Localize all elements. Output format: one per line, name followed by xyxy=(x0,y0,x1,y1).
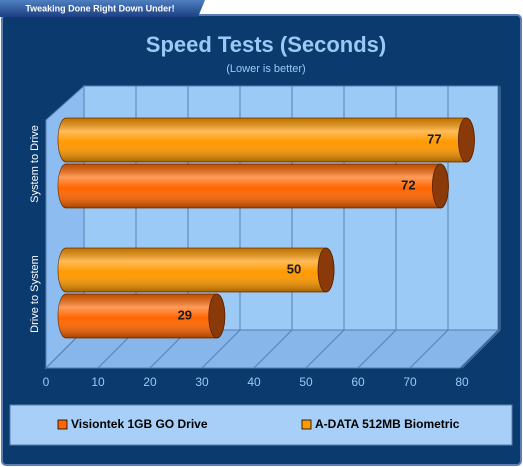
bar-shade xyxy=(58,164,449,208)
banner-tab xyxy=(0,0,205,17)
floor-grid-line xyxy=(461,329,501,369)
value-label: 29 xyxy=(178,307,192,322)
x-tick-label: 0 xyxy=(43,375,50,389)
x-tick-label: 50 xyxy=(299,375,313,389)
bar-shade xyxy=(58,248,334,292)
chart-title: Speed Tests (Seconds) xyxy=(146,32,386,57)
floor-grid-line xyxy=(253,329,293,369)
value-label: 77 xyxy=(427,131,441,146)
bar-cap xyxy=(208,293,226,339)
floor-grid-line xyxy=(305,329,345,369)
value-label: 72 xyxy=(401,177,415,192)
x-tick-label: 10 xyxy=(91,375,105,389)
x-tick-label: 80 xyxy=(455,375,469,389)
bar-shade xyxy=(58,118,475,162)
legend-label: Visiontek 1GB GO Drive xyxy=(71,417,208,431)
floor-grid-line xyxy=(357,329,397,369)
x-tick-label: 30 xyxy=(195,375,209,389)
bar-cap xyxy=(431,163,449,209)
x-tick-label: 20 xyxy=(143,375,157,389)
legend-swatch xyxy=(301,419,312,430)
category-label: System to Drive xyxy=(29,125,41,203)
floor-grid-line xyxy=(201,329,241,369)
x-tick-label: 60 xyxy=(351,375,365,389)
legend-label: A-DATA 512MB Biometric xyxy=(315,417,460,431)
legend-swatch xyxy=(57,419,68,430)
floor-grid-line xyxy=(409,329,449,369)
chart-subtitle: (Lower is better) xyxy=(226,63,305,75)
banner-text: Tweaking Done Right Down Under! xyxy=(25,3,174,13)
value-label: 50 xyxy=(287,261,301,276)
legend-box xyxy=(9,404,513,446)
category-label: Drive to System xyxy=(29,255,41,333)
bar-cap xyxy=(457,117,475,163)
x-tick-label: 70 xyxy=(403,375,417,389)
x-tick-label: 40 xyxy=(247,375,261,389)
bar-cap xyxy=(317,247,335,293)
bar-shade xyxy=(58,294,225,338)
